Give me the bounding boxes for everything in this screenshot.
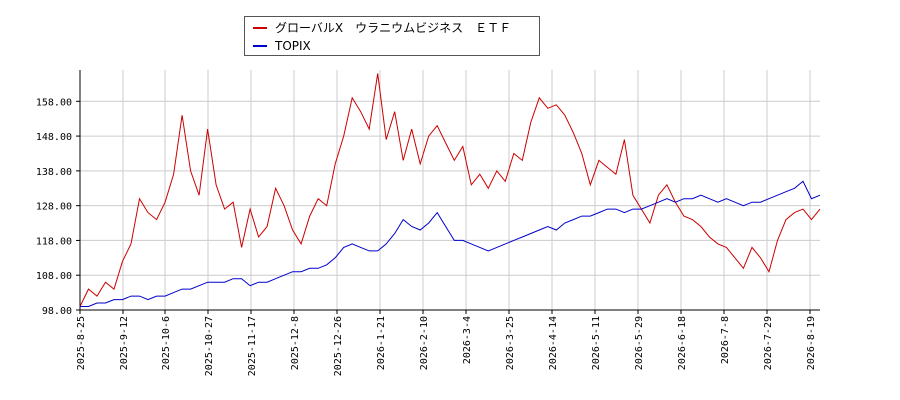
x-tick-label: 2025-10-6 xyxy=(161,316,172,370)
x-tick-label: 2026-5-11 xyxy=(591,316,602,370)
x-tick-label: 2025-12-26 xyxy=(333,316,344,376)
y-tick-label: 148.00 xyxy=(36,132,72,143)
legend-label-etf: グローバルX ウラニウムビジネス ＥＴＦ xyxy=(275,21,512,35)
legend-label-topix: TOPIX xyxy=(275,39,311,53)
legend-item-etf: グローバルX ウラニウムビジネス ＥＴＦ xyxy=(253,20,511,36)
y-tick-label: 98.00 xyxy=(42,306,72,317)
y-tick-label: 158.00 xyxy=(36,97,72,108)
x-tick-label: 2025-12-8 xyxy=(290,316,301,370)
x-tick-label: 2026-1-21 xyxy=(376,316,387,370)
x-tick-label: 2025-10-27 xyxy=(204,316,215,376)
grid-layer xyxy=(79,70,820,311)
legend-swatch-topix xyxy=(253,45,267,47)
x-tick-label: 2026-8-19 xyxy=(806,316,817,370)
legend-item-topix: TOPIX xyxy=(253,38,311,54)
x-tick-label: 2026-7-8 xyxy=(720,316,731,364)
legend-swatch-etf xyxy=(253,27,267,29)
legend: グローバルX ウラニウムビジネス ＥＴＦ TOPIX xyxy=(244,16,540,56)
x-tick-label: 2026-4-14 xyxy=(548,316,559,370)
y-tick-label: 138.00 xyxy=(36,167,72,178)
label-layer: 98.00 108.00 118.00 128.00 138.00 148.00 158.0… xyxy=(36,97,817,376)
axis-layer xyxy=(76,70,820,314)
x-tick-label: 2026-6-18 xyxy=(677,316,688,370)
y-tick-label: 118.00 xyxy=(36,236,72,247)
series-line-topix xyxy=(80,180,821,307)
x-tick-label: 2026-2-10 xyxy=(419,316,430,370)
x-tick-label: 2026-3-4 xyxy=(462,316,473,364)
x-tick-label: 2026-7-29 xyxy=(763,316,774,370)
x-tick-label: 2026-3-25 xyxy=(505,316,516,370)
x-tick-label: 2025-11-17 xyxy=(247,316,258,376)
x-tick-label: 2026-5-29 xyxy=(634,316,645,370)
series-layer xyxy=(79,73,821,307)
y-tick-label: 108.00 xyxy=(36,271,72,282)
x-tick-label: 2025-8-25 xyxy=(76,316,87,370)
series-line-etf xyxy=(79,73,821,307)
x-tick-label: 2025-9-12 xyxy=(119,316,130,370)
y-tick-label: 128.00 xyxy=(36,202,72,213)
